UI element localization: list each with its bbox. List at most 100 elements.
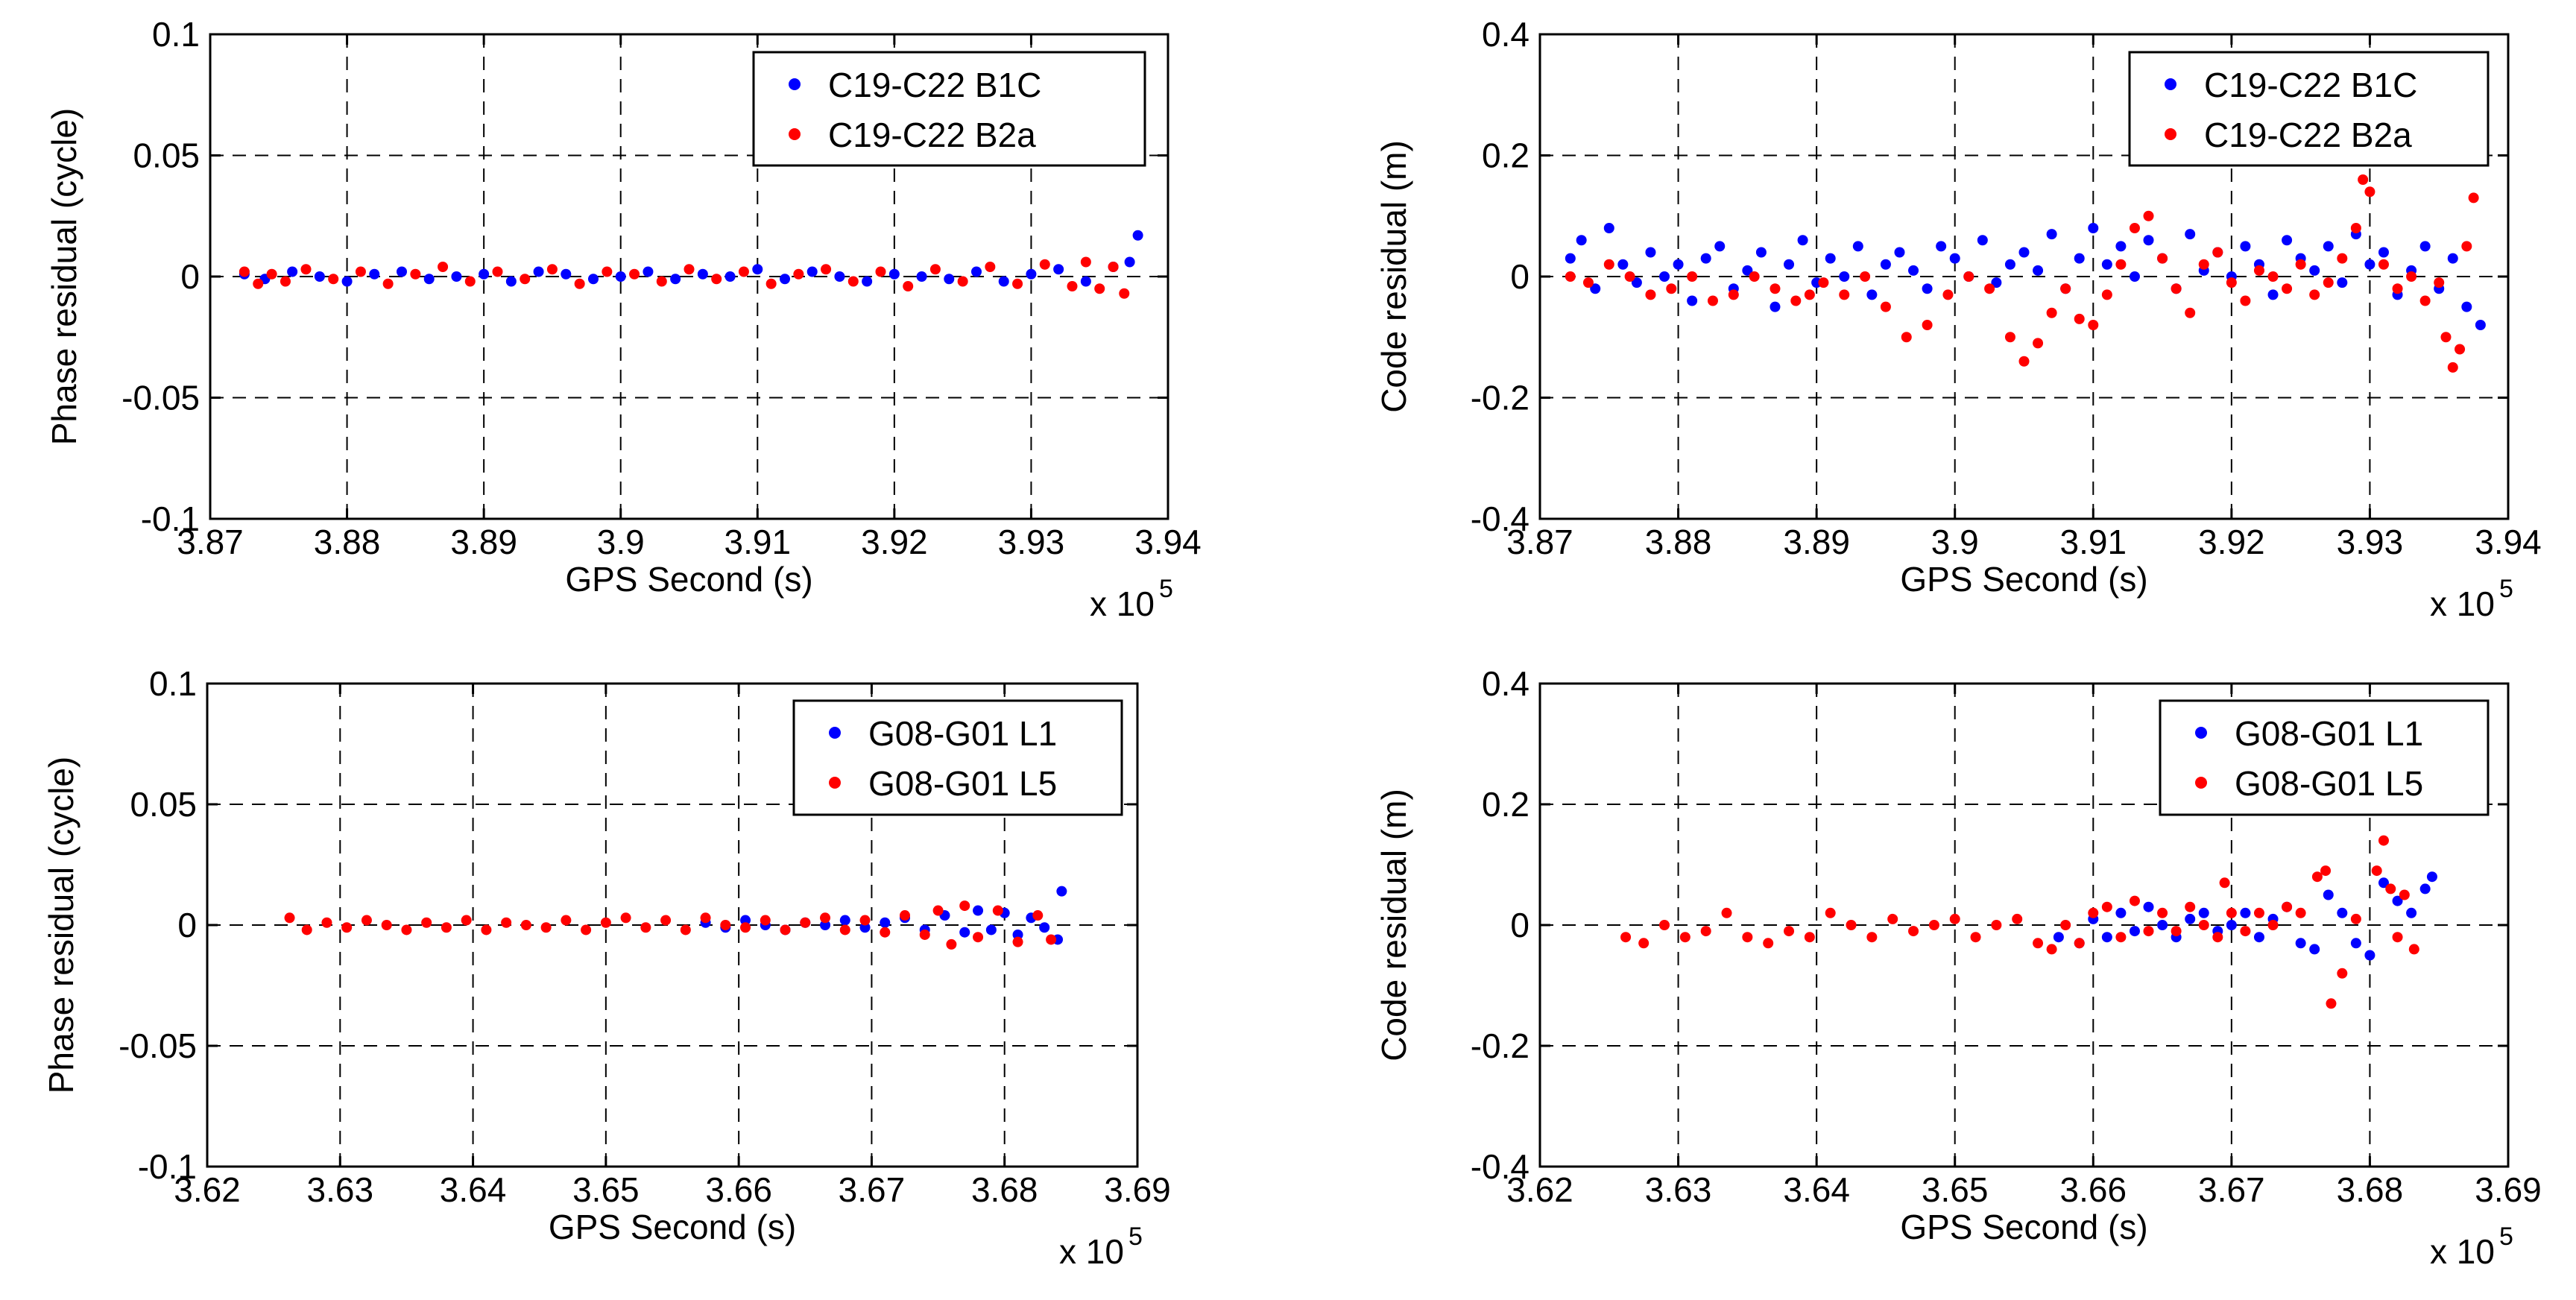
data-point [382, 278, 394, 289]
legend: G08-G01 L1 G08-G01 L5 [792, 699, 1123, 816]
data-point [1839, 289, 1850, 300]
data-point [760, 915, 771, 926]
x-tick-label: 3.9 [1931, 523, 1979, 561]
data-point [1887, 913, 1898, 924]
data-point [1132, 230, 1143, 241]
data-point [2198, 907, 2209, 918]
data-point [2378, 877, 2389, 889]
data-point [1749, 271, 1760, 282]
data-point [2408, 944, 2419, 955]
data-point [919, 929, 930, 940]
data-point [1880, 259, 1891, 270]
data-point [903, 281, 914, 291]
data-point [640, 922, 651, 933]
data-point [2309, 289, 2320, 300]
data-point [2434, 277, 2445, 288]
data-point [2053, 932, 2064, 943]
data-point [839, 915, 850, 926]
data-point [684, 264, 695, 275]
x-tick-label: 3.94 [1134, 523, 1202, 561]
x-tick-label: 3.92 [861, 523, 928, 561]
data-point [461, 915, 472, 926]
data-point [738, 266, 749, 277]
data-point [2309, 265, 2320, 276]
data-point [1032, 910, 1044, 921]
data-point [1784, 926, 1795, 937]
x-multiplier: x 10 [1059, 1232, 1124, 1271]
legend: C19-C22 B1C C19-C22 B2a [2128, 51, 2490, 167]
data-point [2419, 295, 2431, 306]
data-point [602, 266, 613, 277]
data-point [441, 922, 452, 933]
data-point [1053, 264, 1064, 275]
data-point [2350, 938, 2361, 949]
data-point [1659, 271, 1670, 282]
data-point [2185, 229, 2196, 240]
data-point [1790, 295, 1802, 306]
data-point [2323, 889, 2334, 900]
x-tick-label: 3.69 [2475, 1170, 2542, 1209]
legend-box [752, 51, 1146, 167]
data-point [2226, 277, 2237, 288]
data-point [2337, 277, 2348, 288]
data-point [1565, 253, 1576, 264]
legend-box [792, 699, 1123, 816]
data-point [793, 268, 804, 280]
data-point [1894, 247, 1905, 258]
x-tick-label: 3.65 [1922, 1170, 1989, 1209]
data-point [540, 922, 552, 933]
data-point [2364, 186, 2375, 198]
data-point [505, 276, 517, 287]
data-point [1970, 932, 1981, 943]
data-point [2198, 259, 2209, 270]
x-multiplier: x 10 [2430, 1232, 2495, 1271]
chart-panel-3: 3.62 3.63 3.64 3.65 3.66 3.67 3.68 3.69 -0.1 -0.0… [42, 664, 1171, 1271]
data-point [2046, 944, 2057, 955]
data-point [1721, 907, 1732, 918]
data-point [1728, 289, 1739, 300]
data-point [2115, 907, 2127, 918]
data-point [2267, 271, 2279, 282]
legend-label: G08-G01 L1 [2235, 714, 2423, 753]
data-point [998, 276, 1009, 287]
data-point [2385, 883, 2396, 894]
data-point [1700, 926, 1711, 937]
data-point [561, 915, 572, 926]
x-tick-label: 3.68 [2337, 1170, 2404, 1209]
data-point [765, 278, 777, 289]
series-1 [2053, 871, 2437, 961]
data-point [2392, 283, 2403, 294]
data-point [546, 264, 558, 275]
data-point [1991, 277, 2002, 288]
data-point [239, 266, 250, 277]
data-point [2198, 920, 2209, 930]
x-tick-label: 3.67 [839, 1170, 906, 1209]
x-tick-label: 3.88 [314, 523, 381, 561]
data-point [2392, 932, 2403, 943]
data-point [314, 271, 325, 282]
data-point [1590, 283, 1601, 294]
y-tick-label: 0.1 [152, 15, 200, 54]
data-point [2129, 926, 2140, 937]
data-point [280, 276, 291, 287]
data-point [2253, 907, 2264, 918]
data-point [932, 905, 944, 916]
data-point [2323, 241, 2334, 252]
data-point [2226, 907, 2237, 918]
data-point [615, 271, 626, 282]
data-point [2337, 968, 2348, 979]
data-point [2295, 938, 2306, 949]
data-point [1638, 938, 1650, 949]
data-point [1673, 259, 1684, 270]
legend-marker [2165, 78, 2176, 90]
data-point [2320, 865, 2332, 877]
data-point [2185, 901, 2196, 912]
data-point [973, 932, 984, 943]
legend-marker [2165, 128, 2176, 140]
data-point [900, 910, 910, 921]
data-point [561, 268, 572, 280]
data-point [2253, 932, 2264, 943]
y-tick-label: 0.4 [1482, 15, 1530, 54]
data-point [1620, 932, 1632, 943]
x-exponent: 5 [2499, 1222, 2513, 1251]
